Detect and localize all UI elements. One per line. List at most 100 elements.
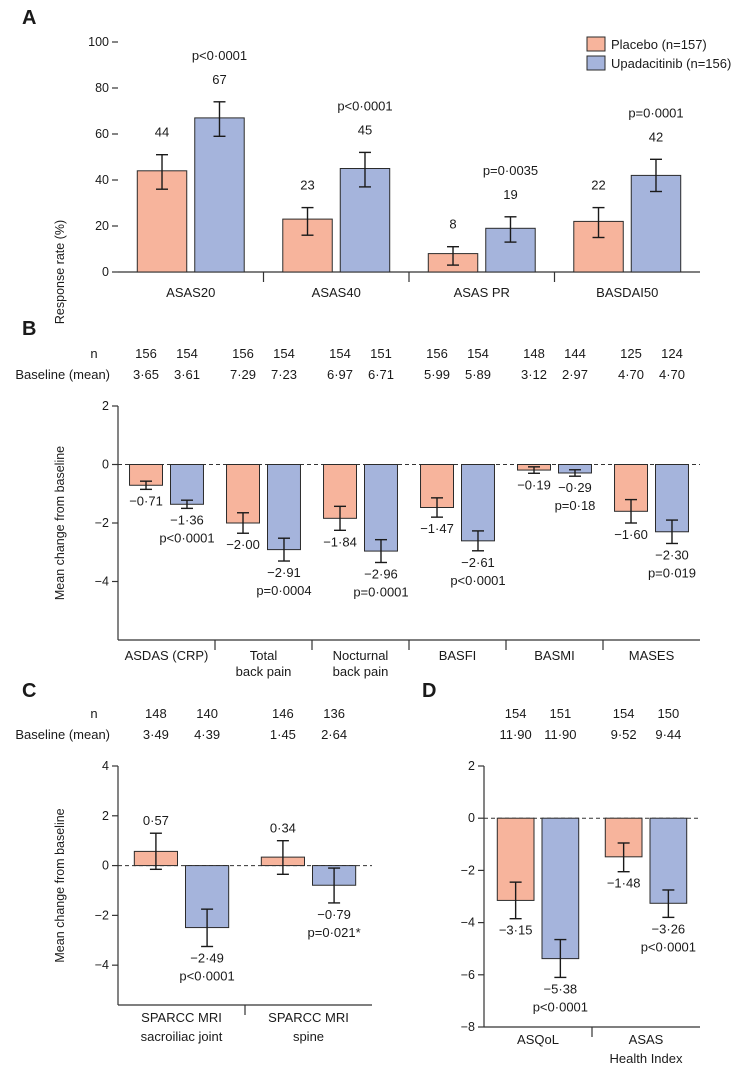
panel-b-chart: 2 0 −2 −4 Mean change from baseline n Baseline…	[15, 346, 700, 679]
panel-c-n-label: n	[90, 706, 97, 721]
panel-b-data-label: −2·96	[364, 566, 398, 581]
panel-c-p-value: p=0·021*	[308, 925, 361, 940]
panel-b-n-value: 151	[370, 346, 392, 361]
panel-b-data-label: −1·36	[170, 512, 204, 527]
panel-a-category-label: ASAS20	[166, 285, 215, 300]
panel-a-category-label: BASDAI50	[596, 285, 658, 300]
panel-c-baseline-value: 4·39	[194, 727, 220, 742]
panel-b-baseline-value: 7·23	[271, 367, 297, 382]
panel-c-p-value: p<0·0001	[179, 968, 234, 983]
panel-b-category-label: back pain	[333, 664, 389, 679]
panel-c-baseline-value: 3·49	[143, 727, 169, 742]
panel-d-data-label: −3·26	[652, 921, 686, 936]
panel-a-p-value: p=0·0035	[483, 163, 538, 178]
legend-swatch-upadacitinib	[586, 55, 606, 71]
panel-a-data-label: 42	[649, 129, 663, 144]
panel-c-baseline-value: 2·64	[321, 727, 347, 742]
legend-swatch-placebo	[586, 36, 606, 52]
panel-b-bar-upadacitinib	[364, 464, 398, 552]
panel-b-n-value: 156	[426, 346, 448, 361]
panel-d-y-tick-label: −4	[461, 916, 475, 930]
panel-d-y-tick-label: −6	[461, 968, 475, 982]
panel-b-baseline-value: 3·12	[521, 367, 547, 382]
panel-d-baseline-value: 11·90	[544, 727, 576, 742]
panel-d-category-label: Health Index	[610, 1051, 683, 1066]
panel-d-bar-upadacitinib	[649, 817, 688, 904]
panel-b-data-label: −2·30	[655, 547, 689, 562]
panel-b-p-value: p=0·0001	[353, 584, 408, 599]
panel-b-n-value: 148	[523, 346, 545, 361]
panel-b-n-value: 154	[176, 346, 198, 361]
panel-d-p-value: p<0·0001	[533, 999, 588, 1014]
panel-a-p-value: p<0·0001	[192, 48, 247, 63]
panel-b-p-value: p=0·019	[648, 565, 696, 580]
panel-c-baseline-label: Baseline (mean)	[15, 727, 110, 742]
panel-b-baseline-label: Baseline (mean)	[15, 367, 110, 382]
panel-c-y-tick-label: −2	[95, 908, 109, 922]
panel-b-n-label: n	[90, 346, 97, 361]
panel-label-b: B	[22, 318, 36, 340]
panel-b-y-tick-label: −4	[95, 575, 109, 589]
panel-c-n-value: 136	[323, 706, 345, 721]
panel-b-baseline-value: 5·99	[424, 367, 450, 382]
panel-b-bar-upadacitinib	[461, 464, 495, 542]
panel-b-baseline-value: 6·71	[368, 367, 394, 382]
panel-c-y-tick-label: 2	[102, 809, 109, 823]
panel-b-n-value: 154	[329, 346, 351, 361]
panel-b-data-label: −2·61	[461, 555, 495, 570]
panel-d-chart: 2 0 −2 −4 −6 −8 ASQoL 154 11·90 −3·15 151 11·90 −5·3…	[461, 706, 700, 1066]
panel-b-p-value: p<0·0001	[450, 573, 505, 588]
panel-label-a: A	[22, 7, 36, 29]
panel-d-baseline-value: 9·44	[655, 727, 681, 742]
panel-d-n-value: 151	[550, 706, 572, 721]
panel-c-n-value: 148	[145, 706, 167, 721]
panel-label-c: C	[22, 680, 36, 702]
panel-b-category-label: BASMI	[534, 648, 574, 663]
panel-b-p-value: p=0·18	[555, 498, 596, 513]
panel-b-data-label: −0·19	[517, 477, 551, 492]
panel-b-baseline-value: 3·65	[133, 367, 159, 382]
panel-b-data-label: −0·71	[129, 493, 163, 508]
panel-b-n-value: 156	[135, 346, 157, 361]
panel-b-n-value: 124	[661, 346, 683, 361]
panel-b-data-label: −2·91	[267, 565, 301, 580]
panel-d-y-tick-label: 0	[468, 811, 475, 825]
panel-c-y-tick-label: −4	[95, 958, 109, 972]
panel-a-y-tick-label: 40	[95, 173, 109, 187]
panel-c-category-label: sacroiliac joint	[141, 1029, 223, 1044]
panel-c-y-axis-label: Mean change from baseline	[53, 808, 67, 962]
panel-c-data-label: −0·79	[317, 907, 351, 922]
panel-a-bar-upadacitinib	[194, 117, 245, 273]
panel-d-data-label: −3·15	[499, 923, 533, 938]
panel-b-baseline-value: 6·97	[327, 367, 353, 382]
panel-a-data-label: 45	[358, 122, 372, 137]
panel-b-data-label: −0·29	[558, 480, 592, 495]
panel-c-chart: 4 2 0 −2 −4 Mean change from baseline n Baselin…	[15, 706, 372, 1044]
panel-a-category-label: ASAS40	[312, 285, 361, 300]
panel-a-y-axis-label: Response rate (%)	[53, 220, 67, 324]
panel-c-category-label: spine	[293, 1029, 324, 1044]
panel-b-category-label: BASFI	[439, 648, 477, 663]
panel-c-data-label: −2·49	[190, 950, 224, 965]
panel-d-p-value: p<0·0001	[641, 939, 696, 954]
panel-b-n-value: 125	[620, 346, 642, 361]
panel-b-y-axis-label: Mean change from baseline	[53, 446, 67, 600]
panel-b-category-label: MASES	[629, 648, 675, 663]
panel-d-bar-upadacitinib	[541, 817, 580, 960]
panel-b-n-value: 154	[273, 346, 295, 361]
panel-d-baseline-value: 9·52	[611, 727, 637, 742]
panel-b-baseline-value: 3·61	[174, 367, 200, 382]
panel-a-data-label: 23	[300, 178, 314, 193]
panel-b-y-tick-label: 2	[102, 399, 109, 413]
panel-a-y-tick-label: 20	[95, 219, 109, 233]
legend-label-placebo: Placebo (n=157)	[611, 37, 707, 52]
panel-c-baseline-value: 1·45	[270, 727, 296, 742]
panel-c-y-tick-label: 4	[102, 759, 109, 773]
panel-b-baseline-value: 7·29	[230, 367, 256, 382]
panel-a-y-tick-label: 60	[95, 127, 109, 141]
panel-b-n-value: 144	[564, 346, 586, 361]
panel-b-data-label: −1·47	[420, 521, 454, 536]
panel-a-data-label: 44	[155, 125, 169, 140]
panel-b-category-label: back pain	[236, 664, 292, 679]
